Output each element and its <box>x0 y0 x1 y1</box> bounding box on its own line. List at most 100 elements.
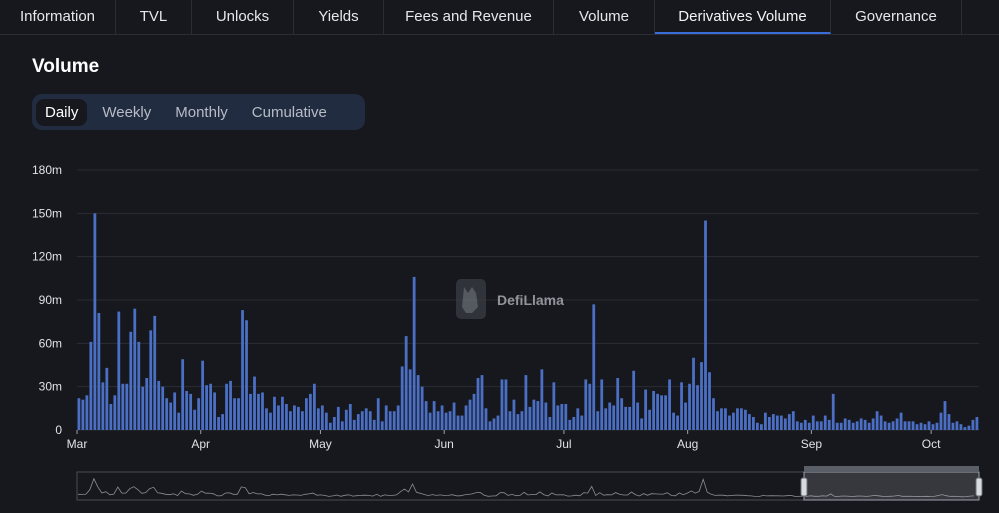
period-weekly[interactable]: Weekly <box>102 103 152 121</box>
bar <box>779 415 783 430</box>
y-tick-label: 30m <box>39 380 62 394</box>
bar <box>943 401 947 430</box>
bar <box>384 405 388 430</box>
tab-information[interactable]: Information <box>0 0 116 34</box>
bar <box>883 421 887 430</box>
bar <box>951 422 955 430</box>
period-daily[interactable]: Daily <box>36 98 88 126</box>
bar <box>923 424 927 430</box>
bar <box>624 406 628 430</box>
bar <box>185 391 189 430</box>
bar <box>672 412 675 430</box>
bar <box>440 405 444 430</box>
bar <box>736 408 739 430</box>
bar <box>149 330 153 430</box>
tab-fees-and-revenue[interactable]: Fees and Revenue <box>384 0 554 34</box>
bar <box>887 422 891 430</box>
brush-top-handle[interactable] <box>804 466 979 472</box>
tab-governance[interactable]: Governance <box>831 0 962 34</box>
bar <box>245 320 248 430</box>
tab-unlocks[interactable]: Unlocks <box>192 0 294 34</box>
bar <box>189 393 193 430</box>
bar <box>396 405 400 430</box>
bar <box>388 411 392 430</box>
bar <box>668 379 671 430</box>
bar <box>843 418 847 430</box>
bar <box>544 402 548 430</box>
tab-tvl[interactable]: TVL <box>116 0 192 34</box>
bar <box>392 411 396 430</box>
bar <box>233 398 236 430</box>
bar <box>704 220 707 430</box>
bar <box>708 372 711 430</box>
bar <box>732 412 735 430</box>
bar <box>592 304 596 430</box>
bar <box>959 424 963 430</box>
bar <box>632 370 636 430</box>
bar <box>728 415 731 430</box>
bar <box>496 415 500 430</box>
tab-yields[interactable]: Yields <box>294 0 384 34</box>
brush-right-handle[interactable] <box>975 477 983 497</box>
bar <box>528 406 532 430</box>
bar <box>931 424 935 430</box>
y-tick-label: 60m <box>39 336 62 350</box>
bar <box>404 336 408 430</box>
bar <box>867 422 871 430</box>
bar <box>464 405 468 430</box>
bar <box>301 411 304 430</box>
bar <box>580 415 584 430</box>
bar <box>696 385 699 430</box>
bar <box>125 383 129 430</box>
bar <box>616 378 620 430</box>
brush-sparkline <box>77 477 975 498</box>
bar <box>113 395 117 430</box>
bar <box>217 417 220 430</box>
bar <box>133 308 137 430</box>
bar <box>101 382 105 430</box>
bar <box>560 404 564 430</box>
bar <box>197 398 201 430</box>
tab-derivatives-volume[interactable]: Derivatives Volume <box>655 0 831 34</box>
bar <box>368 411 372 430</box>
bar <box>269 412 272 430</box>
bar <box>89 341 93 430</box>
bar <box>356 414 360 430</box>
tab-volume[interactable]: Volume <box>554 0 655 34</box>
bar <box>716 411 719 430</box>
bar <box>117 311 121 430</box>
bar <box>177 412 181 430</box>
bar <box>815 421 819 430</box>
bar <box>628 406 632 430</box>
period-monthly[interactable]: Monthly <box>175 103 228 121</box>
bar <box>153 315 157 430</box>
bar <box>241 310 244 430</box>
bar <box>919 422 923 430</box>
brush-left-handle[interactable] <box>800 477 808 497</box>
y-tick-label: 150m <box>32 206 62 220</box>
bar <box>807 422 811 430</box>
brush-selection[interactable] <box>803 471 980 501</box>
bar <box>600 379 604 430</box>
bar <box>915 424 919 430</box>
bar <box>452 402 456 430</box>
bar <box>648 409 652 430</box>
bar <box>684 402 687 430</box>
bar <box>584 379 588 430</box>
bar <box>364 408 368 430</box>
bar <box>724 408 727 430</box>
bar <box>895 418 899 430</box>
bar <box>173 392 177 430</box>
bar <box>157 380 161 430</box>
bar <box>608 402 612 430</box>
bar <box>492 418 496 430</box>
bar <box>428 412 432 430</box>
bar <box>281 396 284 430</box>
bar <box>420 386 424 430</box>
bar <box>644 389 648 430</box>
bar <box>971 419 975 430</box>
bar <box>424 401 428 430</box>
bar <box>348 404 352 430</box>
period-cumulative[interactable]: Cumulative <box>251 103 327 121</box>
bar <box>257 393 260 430</box>
